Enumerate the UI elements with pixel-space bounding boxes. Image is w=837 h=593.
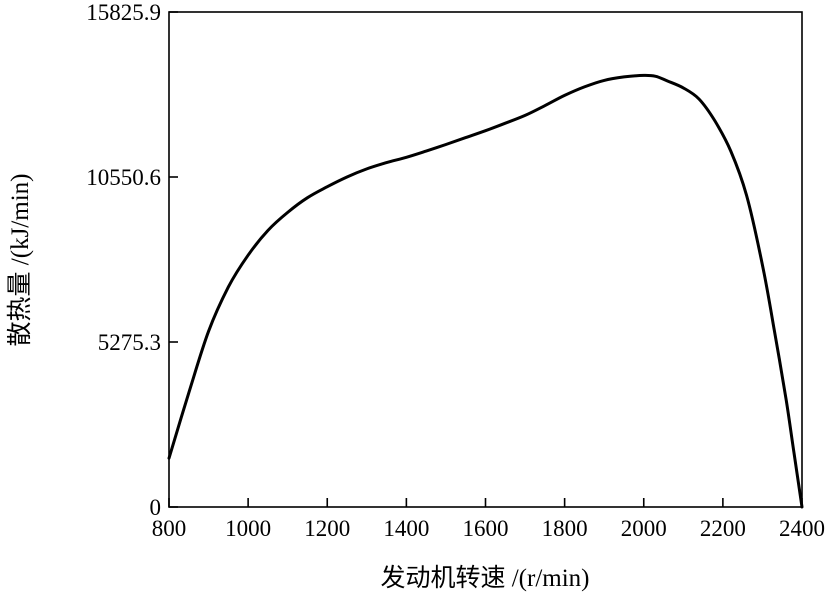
y-tick-label: 5275.3 — [98, 330, 161, 355]
x-tick-label: 1200 — [304, 516, 350, 541]
x-tick-label: 2000 — [621, 516, 667, 541]
x-tick-label: 2200 — [700, 516, 746, 541]
y-axis-ticks — [169, 11, 178, 508]
x-axis-tick-labels: 800 1000 1200 1400 1600 1800 2000 2200 2400 — [152, 516, 825, 541]
x-tick-label: 1400 — [383, 516, 429, 541]
x-tick-label: 800 — [152, 516, 187, 541]
y-tick-label: 10550.6 — [86, 165, 161, 190]
x-tick-label: 2400 — [779, 516, 825, 541]
x-tick-label: 1800 — [542, 516, 588, 541]
y-tick-label: 15825.9 — [86, 0, 161, 25]
y-axis-tick-labels: 0 5275.3 10550.6 15825.9 — [86, 0, 161, 520]
x-tick-label: 1600 — [463, 516, 509, 541]
x-axis-label: 发动机转速 /(r/min) — [380, 564, 589, 592]
y-axis-label: 散热量 /(kJ/min) — [6, 174, 34, 347]
heat-dissipation-line — [167, 73, 804, 509]
y-tick-label: 0 — [150, 495, 162, 520]
x-axis-ticks — [168, 498, 803, 507]
x-tick-label: 1000 — [225, 516, 271, 541]
plot-frame — [168, 11, 803, 508]
